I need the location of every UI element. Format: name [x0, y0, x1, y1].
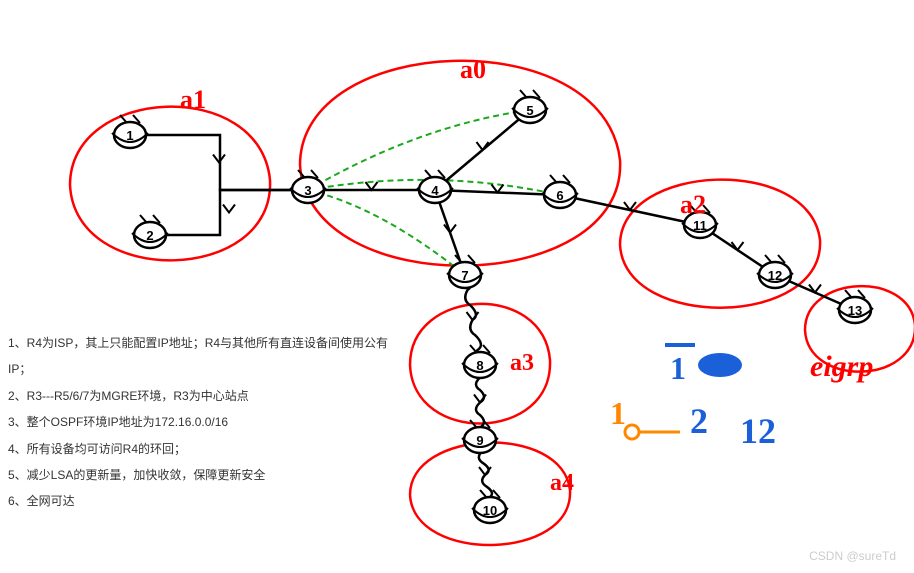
iface-tick: [474, 395, 486, 403]
requirements-list: 1、R4为ISP，其上只能配置IP地址；R4与其他所有直连设备间使用公有IP；2…: [8, 330, 388, 515]
requirement-line: IP；: [8, 356, 388, 382]
blue-label-2: 2: [690, 400, 708, 442]
area-boundary-a4: [410, 443, 570, 546]
router-r5: 5: [512, 90, 548, 123]
area-label-a0: a0: [460, 55, 486, 85]
requirement-line: 1、R4为ISP，其上只能配置IP地址；R4与其他所有直连设备间使用公有: [8, 330, 388, 356]
area-label-a1: a1: [180, 85, 206, 115]
router-r4: 4: [417, 170, 453, 203]
router-r3: 3: [290, 170, 326, 203]
area-boundary-a0: [300, 61, 620, 266]
iface-tick: [479, 467, 491, 475]
orange-circle: [625, 425, 639, 439]
router-r12: 12: [757, 255, 793, 288]
blue-label-1: 1: [610, 395, 626, 432]
area-label-a3: a3: [510, 350, 534, 377]
area-boundary-a1: [70, 107, 270, 261]
router-label: 4: [431, 183, 439, 198]
router-label: 3: [304, 183, 311, 198]
mgre-tunnel: [308, 110, 530, 190]
router-r9: 9: [462, 420, 498, 453]
router-label: 12: [768, 268, 782, 283]
iface-tick: [444, 225, 456, 233]
router-r2: 2: [132, 215, 168, 248]
blue-label-12: 12: [740, 410, 776, 452]
router-r8: 8: [462, 345, 498, 378]
iface-tick: [467, 312, 479, 320]
requirement-line: 5、减少LSA的更新量，加快收敛，保障更新安全: [8, 462, 388, 488]
router-label: 10: [483, 503, 497, 518]
iface-tick: [477, 142, 489, 150]
requirement-line: 3、整个OSPF环境IP地址为172.16.0.0/16: [8, 409, 388, 435]
router-r10: 10: [472, 490, 508, 523]
blue-label-top: 1: [670, 350, 686, 387]
router-r13: 13: [837, 290, 873, 323]
requirement-line: 4、所有设备均可访问R4的环回；: [8, 436, 388, 462]
requirement-line: 2、R3---R5/6/7为MGRE环境，R3为中心站点: [8, 383, 388, 409]
iface-tick: [223, 205, 235, 213]
area-label-eigrp: eigrp: [810, 350, 873, 384]
router-r7: 7: [447, 255, 483, 288]
iface-tick: [732, 242, 744, 250]
router-label: 9: [476, 433, 483, 448]
router-r1: 1: [112, 115, 148, 148]
router-label: 7: [461, 268, 468, 283]
area-label-a4: a4: [550, 470, 574, 497]
area-label-a2: a2: [680, 190, 706, 220]
router-label: 13: [848, 303, 862, 318]
router-r6: 6: [542, 175, 578, 208]
router-label: 8: [476, 358, 483, 373]
router-label: 11: [693, 218, 707, 233]
blue-dot: [698, 353, 742, 377]
watermark: CSDN @sureTd: [809, 549, 896, 563]
router-label: 1: [126, 128, 133, 143]
requirement-line: 6、全网可达: [8, 488, 388, 514]
area-boundary-a2: [620, 180, 820, 308]
router-label: 5: [526, 103, 533, 118]
router-label: 6: [556, 188, 563, 203]
router-label: 2: [146, 228, 153, 243]
